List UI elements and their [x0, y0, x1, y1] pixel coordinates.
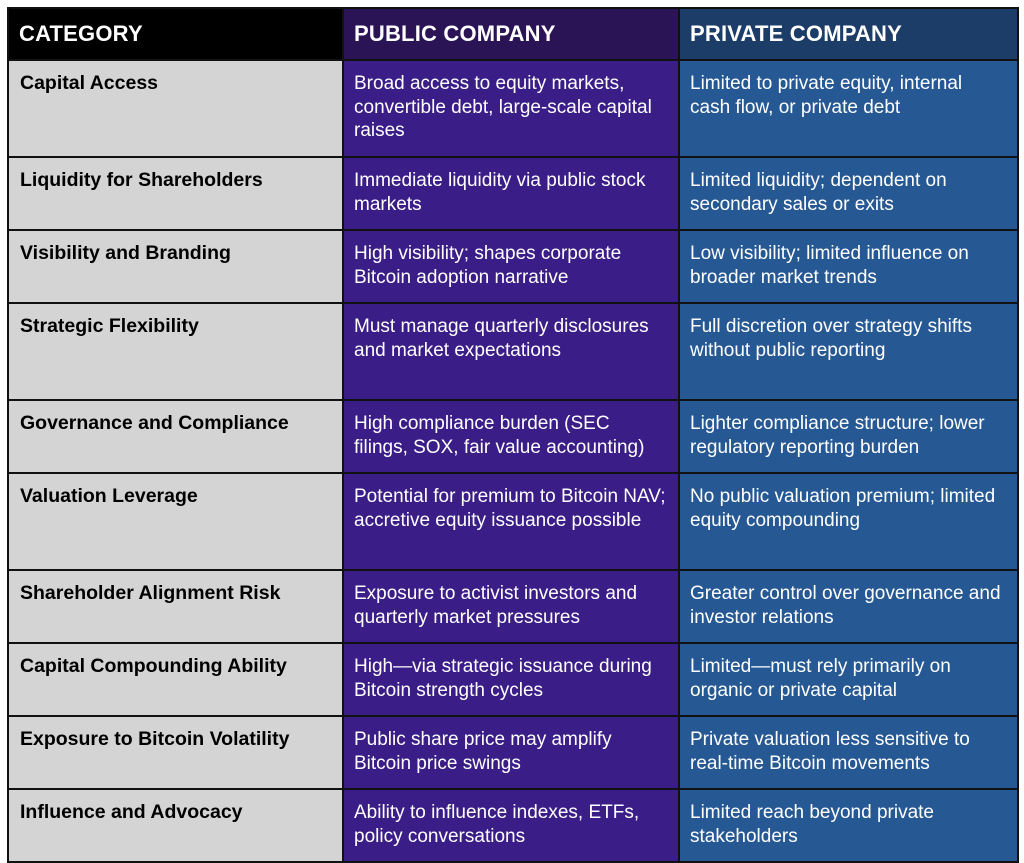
public-company-cell: High—via strategic issuance during Bitco…	[342, 642, 680, 717]
table-row: Capital Compounding Ability High—via str…	[7, 642, 1019, 717]
private-company-cell: Full discretion over strategy shifts wit…	[678, 302, 1019, 401]
category-cell: Strategic Flexibility	[7, 302, 344, 401]
public-company-cell: Must manage quarterly disclosures and ma…	[342, 302, 680, 401]
table-row: Valuation Leverage Potential for premium…	[7, 472, 1019, 571]
public-company-cell: Broad access to equity markets, converti…	[342, 59, 680, 158]
comparison-table: CATEGORY PUBLIC COMPANY PRIVATE COMPANY …	[7, 7, 1019, 863]
table-body: Capital Access Broad access to equity ma…	[7, 59, 1019, 863]
table-row: Exposure to Bitcoin Volatility Public sh…	[7, 715, 1019, 790]
public-company-cell: Potential for premium to Bitcoin NAV; ac…	[342, 472, 680, 571]
public-company-cell: Immediate liquidity via public stock mar…	[342, 156, 680, 231]
header-private-company: PRIVATE COMPANY	[678, 7, 1019, 61]
private-company-cell: Limited liquidity; dependent on secondar…	[678, 156, 1019, 231]
private-company-cell: Low visibility; limited influence on bro…	[678, 229, 1019, 304]
category-cell: Valuation Leverage	[7, 472, 344, 571]
private-company-cell: Lighter compliance structure; lower regu…	[678, 399, 1019, 474]
header-row: CATEGORY PUBLIC COMPANY PRIVATE COMPANY	[7, 7, 1019, 61]
category-cell: Exposure to Bitcoin Volatility	[7, 715, 344, 790]
public-company-cell: Public share price may amplify Bitcoin p…	[342, 715, 680, 790]
table-row: Strategic Flexibility Must manage quarte…	[7, 302, 1019, 401]
table-row: Visibility and Branding High visibility;…	[7, 229, 1019, 304]
header-category: CATEGORY	[7, 7, 344, 61]
public-company-cell: High visibility; shapes corporate Bitcoi…	[342, 229, 680, 304]
public-company-cell: High compliance burden (SEC filings, SOX…	[342, 399, 680, 474]
table-row: Liquidity for Shareholders Immediate liq…	[7, 156, 1019, 231]
public-company-cell: Exposure to activist investors and quart…	[342, 569, 680, 644]
table-row: Influence and Advocacy Ability to influe…	[7, 788, 1019, 863]
category-cell: Visibility and Branding	[7, 229, 344, 304]
private-company-cell: Limited to private equity, internal cash…	[678, 59, 1019, 158]
category-cell: Capital Compounding Ability	[7, 642, 344, 717]
table-header: CATEGORY PUBLIC COMPANY PRIVATE COMPANY	[7, 7, 1019, 61]
public-company-cell: Ability to influence indexes, ETFs, poli…	[342, 788, 680, 863]
private-company-cell: Private valuation less sensitive to real…	[678, 715, 1019, 790]
table-row: Shareholder Alignment Risk Exposure to a…	[7, 569, 1019, 644]
private-company-cell: Limited—must rely primarily on organic o…	[678, 642, 1019, 717]
private-company-cell: Limited reach beyond private stakeholder…	[678, 788, 1019, 863]
private-company-cell: Greater control over governance and inve…	[678, 569, 1019, 644]
private-company-cell: No public valuation premium; limited equ…	[678, 472, 1019, 571]
table-row: Capital Access Broad access to equity ma…	[7, 59, 1019, 158]
category-cell: Influence and Advocacy	[7, 788, 344, 863]
category-cell: Shareholder Alignment Risk	[7, 569, 344, 644]
table-row: Governance and Compliance High complianc…	[7, 399, 1019, 474]
category-cell: Capital Access	[7, 59, 344, 158]
category-cell: Liquidity for Shareholders	[7, 156, 344, 231]
category-cell: Governance and Compliance	[7, 399, 344, 474]
header-public-company: PUBLIC COMPANY	[342, 7, 680, 61]
